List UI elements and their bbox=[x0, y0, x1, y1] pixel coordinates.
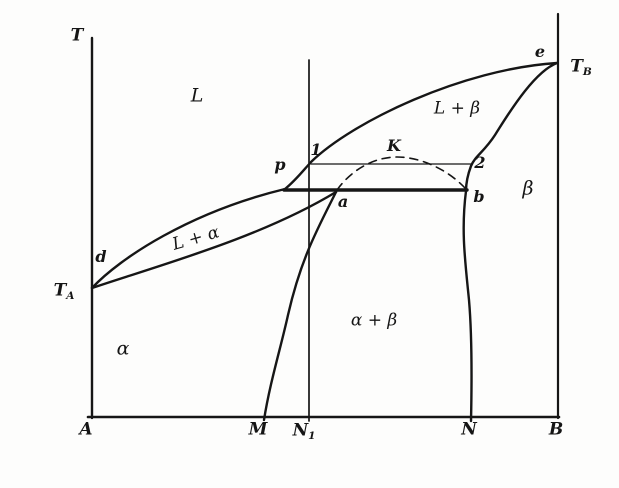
region-beta-label: β bbox=[522, 177, 534, 200]
region-liquid-label: L bbox=[190, 84, 204, 107]
point-e-label: e bbox=[534, 42, 546, 61]
composition-N1-label: N1 bbox=[293, 422, 316, 441]
metastable-dome-a-K-b bbox=[336, 156, 466, 191]
composition-M-label: M bbox=[248, 419, 268, 440]
melting-point-B-sub: B bbox=[582, 66, 592, 79]
region-liquid-beta-label: L + β bbox=[433, 98, 481, 119]
alpha-solvus-a-M bbox=[262, 190, 338, 422]
point-p-label: p bbox=[274, 155, 286, 174]
temperature-axis-label: T bbox=[70, 25, 84, 46]
beta-solvus-b-N bbox=[462, 189, 473, 423]
point-2-label: 2 bbox=[474, 153, 486, 172]
component-B-label: B bbox=[548, 419, 564, 440]
liquidus-p-e bbox=[283, 61, 559, 191]
melting-point-A-base: T bbox=[53, 280, 67, 301]
region-alpha-beta-label: α + β bbox=[350, 310, 398, 331]
melting-point-B-label: TB bbox=[570, 58, 592, 77]
component-A-label: A bbox=[79, 419, 93, 440]
melting-point-A-label: TA bbox=[54, 282, 75, 301]
point-d-label: d bbox=[95, 247, 107, 266]
composition-N-label: N bbox=[461, 419, 477, 440]
beta-solidus-e-2-b bbox=[464, 61, 559, 193]
point-K-label: K bbox=[387, 136, 401, 155]
solidus-TA-a bbox=[90, 190, 338, 290]
liquidus-TA-p bbox=[90, 187, 287, 290]
point-1-label: 1 bbox=[310, 140, 322, 159]
composition-N1-sub: 1 bbox=[308, 430, 316, 443]
melting-point-A-sub: A bbox=[66, 290, 75, 303]
point-b-label: b bbox=[473, 187, 485, 206]
melting-point-B-base: T bbox=[570, 56, 583, 77]
point-a-label: a bbox=[337, 192, 349, 211]
composition-N1-base: N bbox=[292, 420, 309, 441]
region-alpha-label: α bbox=[116, 337, 130, 360]
